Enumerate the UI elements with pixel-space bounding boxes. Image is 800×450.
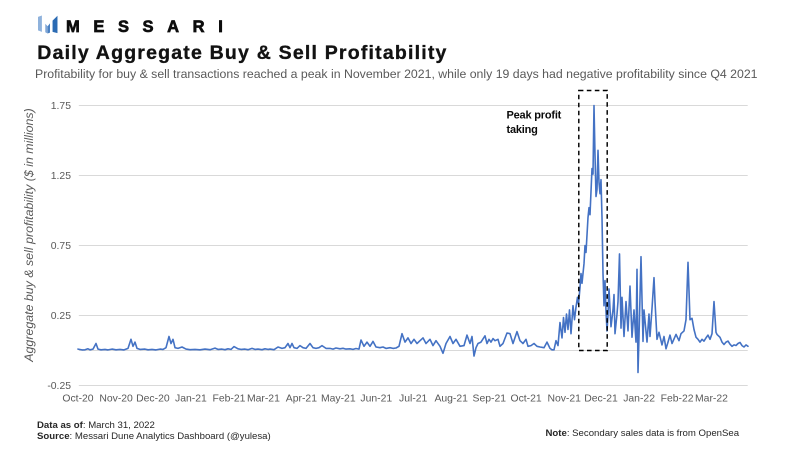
svg-text:Oct-21: Oct-21 [511, 394, 542, 405]
svg-text:Jan-22: Jan-22 [623, 394, 655, 405]
svg-text:taking: taking [507, 124, 538, 136]
svg-text:Jan-21: Jan-21 [175, 394, 207, 405]
svg-text:1.75: 1.75 [51, 101, 71, 112]
svg-text:Aug-21: Aug-21 [434, 394, 468, 405]
svg-text:Dec-21: Dec-21 [584, 394, 618, 405]
svg-text:Nov-21: Nov-21 [547, 394, 581, 405]
svg-text:May-21: May-21 [321, 394, 356, 405]
svg-text:Nov-20: Nov-20 [99, 394, 133, 405]
svg-text:Apr-21: Apr-21 [286, 394, 317, 405]
svg-text:Oct-20: Oct-20 [62, 394, 93, 405]
svg-text:Jun-21: Jun-21 [360, 394, 392, 405]
svg-text:Peak profit: Peak profit [507, 110, 562, 122]
svg-text:Jul-21: Jul-21 [399, 394, 428, 405]
svg-text:Feb-22: Feb-22 [661, 394, 694, 405]
svg-text:Mar-22: Mar-22 [695, 394, 728, 405]
svg-text:Feb-21: Feb-21 [213, 394, 246, 405]
svg-text:Sep-21: Sep-21 [473, 394, 507, 405]
svg-text:Dec-20: Dec-20 [136, 394, 170, 405]
svg-text:Mar-21: Mar-21 [247, 394, 280, 405]
svg-text:1.25: 1.25 [51, 171, 71, 182]
svg-text:-0.25: -0.25 [47, 381, 71, 392]
svg-text:Aggregate buy & sell profitabi: Aggregate buy & sell profitability ($ in… [22, 108, 36, 362]
svg-text:0.75: 0.75 [51, 241, 71, 252]
svg-text:0.25: 0.25 [51, 311, 71, 322]
